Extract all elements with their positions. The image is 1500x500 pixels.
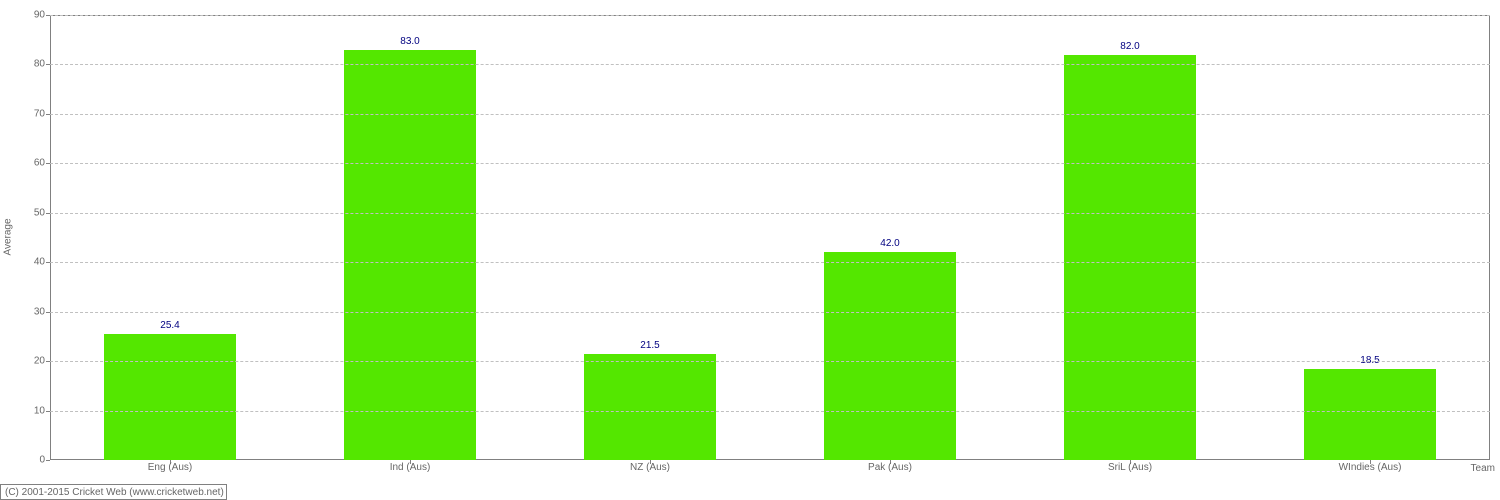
y-tick-label: 70 bbox=[5, 108, 45, 119]
y-tick-label: 20 bbox=[5, 356, 45, 367]
y-tick-mark bbox=[46, 163, 50, 164]
x-tick-label: Ind (Aus) bbox=[390, 462, 431, 473]
chart-container: 25.4 83.0 21.5 42.0 82.0 18.5 0 10 20 30 40 50 60 70… bbox=[0, 0, 1500, 500]
y-tick-label: 60 bbox=[5, 158, 45, 169]
bar: 82.0 bbox=[1064, 55, 1196, 460]
bar-value-label: 82.0 bbox=[1064, 41, 1196, 52]
y-tick-mark bbox=[46, 411, 50, 412]
bar-slot: 82.0 bbox=[1064, 15, 1196, 460]
x-tick-label: NZ (Aus) bbox=[630, 462, 670, 473]
bar-value-label: 25.4 bbox=[104, 320, 236, 331]
gridline bbox=[50, 64, 1490, 65]
gridline bbox=[50, 163, 1490, 164]
gridline bbox=[50, 312, 1490, 313]
bar-value-label: 18.5 bbox=[1304, 355, 1436, 366]
bar: 18.5 bbox=[1304, 369, 1436, 460]
y-tick-mark bbox=[46, 361, 50, 362]
x-tick-label: Pak (Aus) bbox=[868, 462, 912, 473]
y-tick-label: 40 bbox=[5, 257, 45, 268]
bar-slot: 18.5 bbox=[1304, 15, 1436, 460]
y-tick-mark bbox=[46, 64, 50, 65]
bar-slot: 25.4 bbox=[104, 15, 236, 460]
copyright-text: (C) 2001-2015 Cricket Web (www.cricketwe… bbox=[0, 484, 227, 500]
gridline bbox=[50, 361, 1490, 362]
y-tick-mark bbox=[46, 114, 50, 115]
y-tick-mark bbox=[46, 460, 50, 461]
x-tick-label: WIndies (Aus) bbox=[1339, 462, 1402, 473]
bars-layer: 25.4 83.0 21.5 42.0 82.0 18.5 bbox=[50, 15, 1490, 460]
bar: 42.0 bbox=[824, 252, 956, 460]
x-tick-label: Eng (Aus) bbox=[148, 462, 192, 473]
x-tick-label: SriL (Aus) bbox=[1108, 462, 1152, 473]
y-tick-mark bbox=[46, 15, 50, 16]
y-tick-label: 50 bbox=[5, 207, 45, 218]
gridline bbox=[50, 411, 1490, 412]
y-tick-label: 10 bbox=[5, 405, 45, 416]
plot-area: 25.4 83.0 21.5 42.0 82.0 18.5 bbox=[50, 15, 1490, 460]
y-tick-label: 30 bbox=[5, 306, 45, 317]
y-tick-mark bbox=[46, 312, 50, 313]
y-tick-label: 0 bbox=[5, 455, 45, 466]
gridline bbox=[50, 213, 1490, 214]
bar-value-label: 42.0 bbox=[824, 238, 956, 249]
bar-slot: 21.5 bbox=[584, 15, 716, 460]
bar: 83.0 bbox=[344, 50, 476, 460]
bar-slot: 42.0 bbox=[824, 15, 956, 460]
y-tick-mark bbox=[46, 262, 50, 263]
y-tick-mark bbox=[46, 213, 50, 214]
gridline bbox=[50, 114, 1490, 115]
bar: 21.5 bbox=[584, 354, 716, 460]
y-tick-label: 90 bbox=[5, 10, 45, 21]
bar-value-label: 21.5 bbox=[584, 340, 716, 351]
bar-value-label: 83.0 bbox=[344, 36, 476, 47]
y-axis-title: Average bbox=[3, 218, 14, 255]
gridline bbox=[50, 262, 1490, 263]
bar-slot: 83.0 bbox=[344, 15, 476, 460]
y-tick-label: 80 bbox=[5, 59, 45, 70]
bar: 25.4 bbox=[104, 334, 236, 460]
x-axis-title: Team bbox=[1471, 463, 1495, 474]
gridline bbox=[50, 15, 1490, 16]
